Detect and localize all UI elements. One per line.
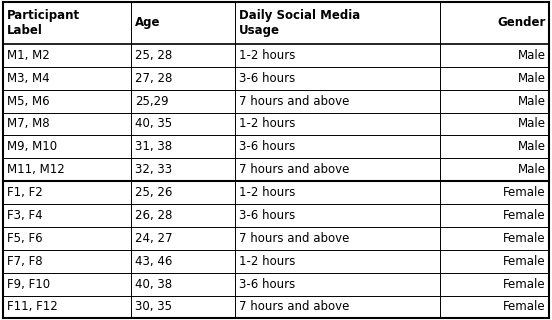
Text: Age: Age — [135, 16, 161, 29]
Text: 3-6 hours: 3-6 hours — [239, 72, 295, 85]
Text: 31, 38: 31, 38 — [135, 140, 172, 153]
Text: Male: Male — [517, 72, 545, 85]
Text: Female: Female — [503, 232, 545, 245]
Text: 25, 26: 25, 26 — [135, 186, 172, 199]
Text: 3-6 hours: 3-6 hours — [239, 209, 295, 222]
Text: 30, 35: 30, 35 — [135, 300, 172, 314]
Text: Male: Male — [517, 140, 545, 153]
Text: 40, 35: 40, 35 — [135, 117, 172, 131]
Text: 25, 28: 25, 28 — [135, 49, 172, 62]
Text: Female: Female — [503, 255, 545, 268]
Text: 3-6 hours: 3-6 hours — [239, 140, 295, 153]
Text: F5, F6: F5, F6 — [7, 232, 43, 245]
Text: M5, M6: M5, M6 — [7, 95, 49, 108]
Text: 25,29: 25,29 — [135, 95, 169, 108]
Text: 1-2 hours: 1-2 hours — [239, 117, 295, 131]
Text: 3-6 hours: 3-6 hours — [239, 277, 295, 291]
Text: 7 hours and above: 7 hours and above — [239, 163, 349, 176]
Text: Female: Female — [503, 209, 545, 222]
Text: F9, F10: F9, F10 — [7, 277, 50, 291]
Text: Daily Social Media
Usage: Daily Social Media Usage — [239, 9, 360, 37]
Text: 24, 27: 24, 27 — [135, 232, 173, 245]
Text: Female: Female — [503, 300, 545, 314]
Text: Male: Male — [517, 117, 545, 131]
Text: 1-2 hours: 1-2 hours — [239, 186, 295, 199]
Text: Female: Female — [503, 277, 545, 291]
Text: 1-2 hours: 1-2 hours — [239, 49, 295, 62]
Text: F7, F8: F7, F8 — [7, 255, 43, 268]
Text: F1, F2: F1, F2 — [7, 186, 43, 199]
Text: Male: Male — [517, 95, 545, 108]
Text: 26, 28: 26, 28 — [135, 209, 172, 222]
Text: 27, 28: 27, 28 — [135, 72, 172, 85]
Text: F3, F4: F3, F4 — [7, 209, 43, 222]
Text: M1, M2: M1, M2 — [7, 49, 49, 62]
Text: 32, 33: 32, 33 — [135, 163, 172, 176]
Text: M7, M8: M7, M8 — [7, 117, 49, 131]
Text: 7 hours and above: 7 hours and above — [239, 300, 349, 314]
Text: 43, 46: 43, 46 — [135, 255, 172, 268]
Text: Gender: Gender — [497, 16, 545, 29]
Text: Male: Male — [517, 49, 545, 62]
Text: Female: Female — [503, 186, 545, 199]
Text: F11, F12: F11, F12 — [7, 300, 57, 314]
Text: M9, M10: M9, M10 — [7, 140, 57, 153]
Text: 1-2 hours: 1-2 hours — [239, 255, 295, 268]
Text: 7 hours and above: 7 hours and above — [239, 232, 349, 245]
Text: 40, 38: 40, 38 — [135, 277, 172, 291]
Text: M3, M4: M3, M4 — [7, 72, 49, 85]
Text: Participant
Label: Participant Label — [7, 9, 79, 37]
Text: M11, M12: M11, M12 — [7, 163, 65, 176]
Text: 7 hours and above: 7 hours and above — [239, 95, 349, 108]
Text: Male: Male — [517, 163, 545, 176]
